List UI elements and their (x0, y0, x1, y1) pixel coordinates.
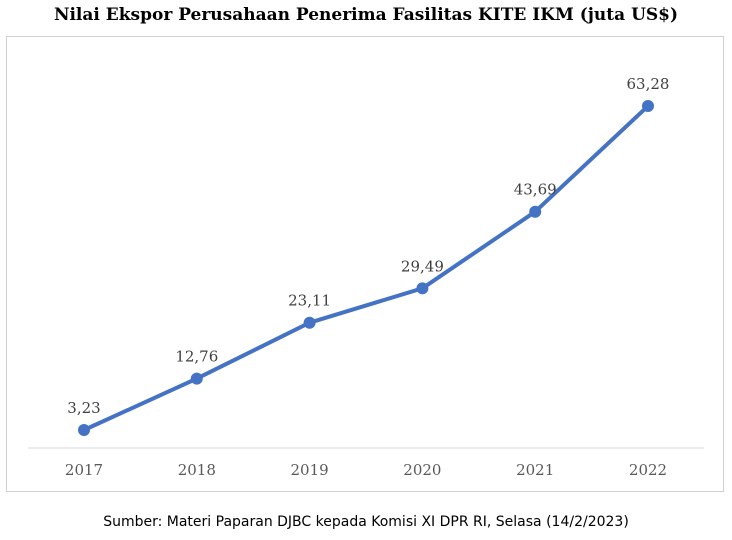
data-label: 29,49 (401, 257, 444, 275)
data-label: 43,69 (514, 181, 557, 199)
data-label: 23,11 (288, 292, 331, 310)
data-point (642, 100, 654, 112)
chart-area (6, 36, 724, 492)
series-line (82, 104, 650, 432)
data-point (416, 282, 429, 295)
data-point (190, 372, 203, 385)
x-tick-label: 2022 (629, 461, 667, 479)
data-point (529, 205, 542, 218)
x-tick-label: 2019 (291, 461, 329, 479)
source-note: Sumber: Materi Paparan DJBC kepada Komis… (103, 514, 629, 530)
x-tick-label: 2021 (516, 461, 554, 479)
x-tick-label: 2018 (178, 461, 216, 479)
data-label: 12,76 (175, 348, 218, 366)
x-tick-label: 2017 (65, 461, 103, 479)
x-axis-ticks: 2017 2018 2019 2020 2021 2022 (65, 461, 667, 479)
data-point (303, 316, 316, 329)
x-tick-label: 2020 (403, 461, 441, 479)
chart-title: Nilai Ekspor Perusahaan Penerima Fasilit… (53, 5, 679, 25)
data-labels: 3,23 12,76 23,11 29,49 43,69 63,28 (67, 75, 669, 417)
data-label: 3,23 (67, 399, 100, 417)
data-label: 63,28 (627, 75, 670, 93)
data-point (78, 424, 90, 436)
series-points (78, 100, 654, 436)
